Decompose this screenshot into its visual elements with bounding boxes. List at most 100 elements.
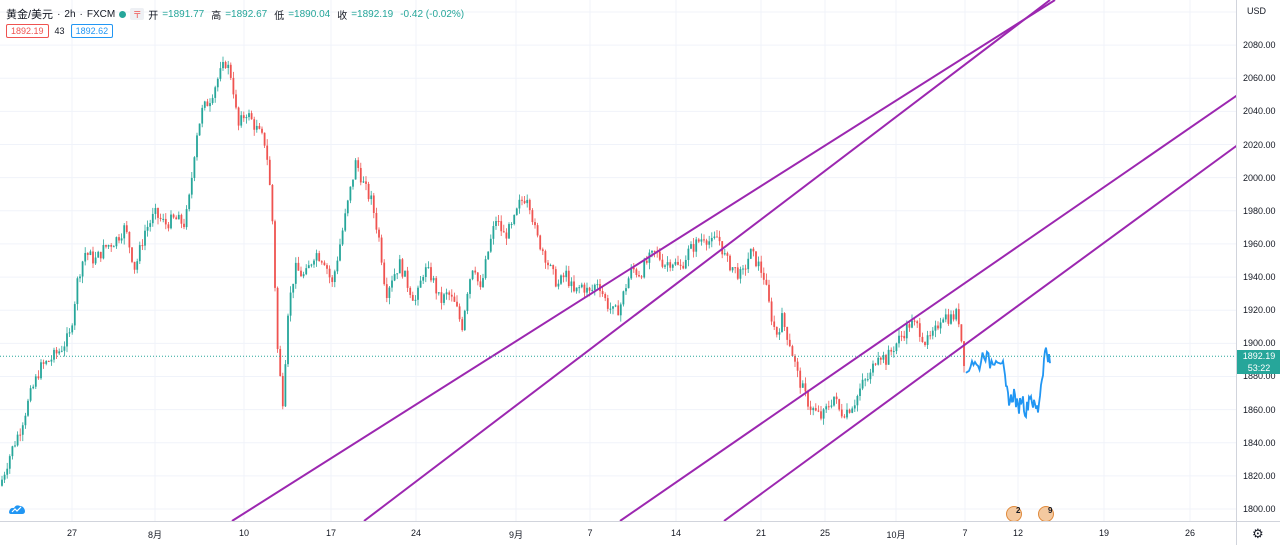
candle-body xyxy=(136,261,139,270)
projection-series xyxy=(965,347,1051,420)
separator: · xyxy=(57,8,61,20)
candle-body xyxy=(341,230,344,245)
candle-body xyxy=(742,268,744,270)
candle-body xyxy=(713,236,716,238)
candle-body xyxy=(723,253,726,255)
candle-body xyxy=(497,221,500,223)
price-chart[interactable] xyxy=(0,0,1236,521)
candle-body xyxy=(107,245,110,247)
candle-body xyxy=(604,294,607,299)
candle-body xyxy=(744,268,747,270)
candle-body xyxy=(60,350,63,352)
channel-trendline xyxy=(231,0,1056,521)
candle-body xyxy=(518,199,521,209)
candle-body xyxy=(718,236,721,242)
candle-body xyxy=(736,267,739,279)
candle-body xyxy=(869,372,872,380)
exchange-label: FXCM xyxy=(86,8,116,20)
candle-body xyxy=(211,97,214,104)
candle-body xyxy=(495,221,497,227)
candle-body xyxy=(747,258,750,270)
time-tick-label: 9月 xyxy=(508,530,524,540)
candle-body xyxy=(729,255,731,271)
candle-body xyxy=(411,294,414,301)
chart-settings[interactable]: ⚙ xyxy=(1236,521,1280,545)
candle-body xyxy=(310,264,313,266)
candle-body xyxy=(526,199,529,204)
tradingview-logo-icon[interactable] xyxy=(8,503,26,515)
candle-body xyxy=(903,335,906,339)
visibility-toggle-icon[interactable]: 〒 xyxy=(130,8,145,20)
economic-event-badge[interactable]: 2 xyxy=(1006,506,1022,521)
candle-body xyxy=(68,332,71,334)
change-value: -0.42 (-0.02%) xyxy=(400,8,465,20)
candle-body xyxy=(175,217,178,220)
candle-body xyxy=(255,125,258,130)
candle-body xyxy=(190,177,193,195)
candle-body xyxy=(632,267,635,270)
candle-body xyxy=(393,274,396,281)
price-axis[interactable]: USD 2100.002080.002060.002040.002020.002… xyxy=(1236,0,1280,521)
candle-body xyxy=(830,405,833,407)
candle-body xyxy=(786,327,789,340)
close-label: 收 xyxy=(337,10,348,22)
price-tick-label: 2000.00 xyxy=(1243,172,1276,183)
candle-body xyxy=(536,225,539,236)
candle-body xyxy=(471,270,474,280)
candle-body xyxy=(115,237,118,247)
channel-lines[interactable] xyxy=(231,0,1236,521)
candle-body xyxy=(638,275,640,277)
candle-body xyxy=(370,195,373,200)
time-tick-label: 25 xyxy=(819,528,831,538)
candle-body xyxy=(671,264,674,268)
candle-body xyxy=(3,474,6,480)
candle-body xyxy=(513,214,516,224)
candle-body xyxy=(29,388,32,401)
candle-body xyxy=(445,292,448,295)
candle-body xyxy=(487,251,490,260)
buy-price-button[interactable]: 1892.62 xyxy=(70,24,114,38)
candle-body xyxy=(42,362,45,364)
candle-body xyxy=(510,223,513,225)
candle-body xyxy=(305,268,308,275)
candle-body xyxy=(762,272,765,280)
chart-area[interactable]: 黄金/美元 · 2h · FXCM 〒 开 =1891.77 高 =1892.67 … xyxy=(0,0,1236,521)
candle-body xyxy=(913,320,916,322)
candle-body xyxy=(365,181,367,184)
candle-body xyxy=(110,245,113,247)
candle-body xyxy=(284,364,287,407)
low-label: 低 xyxy=(274,10,285,22)
interval-label[interactable]: 2h xyxy=(64,8,76,20)
currency-label[interactable]: USD xyxy=(1247,6,1267,16)
sell-price-button[interactable]: 1892.19 xyxy=(6,24,49,38)
candle-body xyxy=(614,305,617,307)
price-tick-label: 1960.00 xyxy=(1243,238,1276,249)
price-tick-label: 1880.00 xyxy=(1243,371,1276,382)
candle-body xyxy=(466,293,469,311)
candle-body xyxy=(112,246,115,248)
candle-body xyxy=(185,209,188,228)
candle-body xyxy=(224,62,227,69)
symbol-name[interactable]: 黄金/美元 xyxy=(6,9,54,21)
candle-body xyxy=(180,214,183,224)
candle-body xyxy=(791,346,794,356)
candle-body xyxy=(201,107,204,124)
candle-body xyxy=(188,194,191,210)
candle-body xyxy=(500,221,503,232)
candle-body xyxy=(924,342,926,345)
last-price-tag: 1892.19 xyxy=(1237,350,1280,363)
candle-body xyxy=(372,195,375,213)
time-axis[interactable]: 27 8月 10 17 24 9月 7 14 21 25 10月 7 12 19 26 xyxy=(0,521,1236,545)
projection-line xyxy=(965,347,1051,420)
candle-body xyxy=(554,269,557,287)
economic-event-badge[interactable]: 9 xyxy=(1038,506,1054,521)
time-tick-label: 26 xyxy=(1184,528,1196,538)
gear-icon[interactable]: ⚙ xyxy=(1252,526,1264,541)
time-tick-label: 24 xyxy=(410,528,422,538)
candle-body xyxy=(97,251,100,258)
candle-body xyxy=(16,434,19,446)
candle-body xyxy=(541,249,544,252)
candle-body xyxy=(838,399,841,410)
candle-body xyxy=(162,218,165,220)
candle-body xyxy=(440,292,443,303)
